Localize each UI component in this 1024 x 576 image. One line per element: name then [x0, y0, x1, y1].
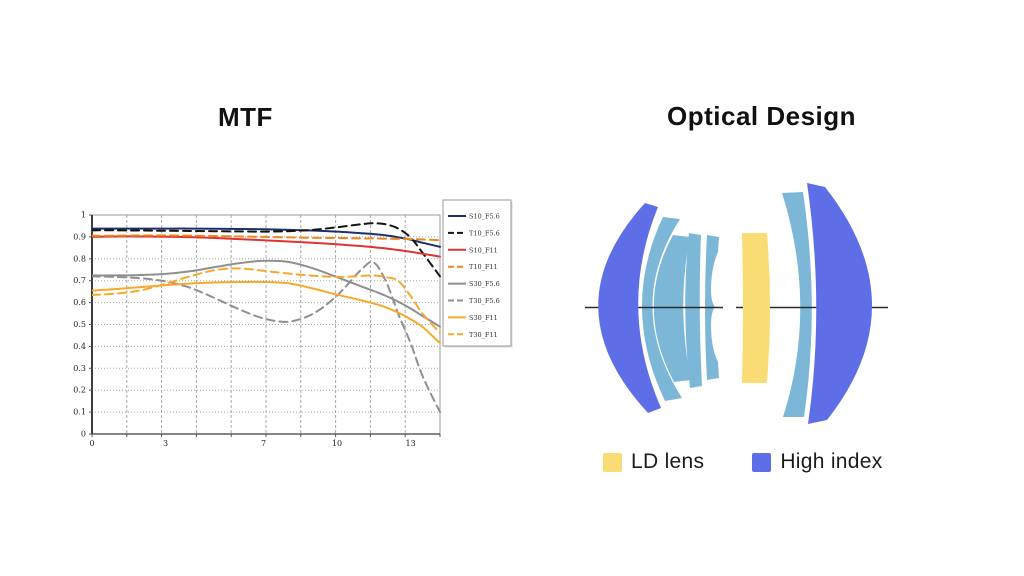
chart-legend-label-T10_F11: T10_F11	[469, 263, 498, 271]
series-lines	[92, 222, 441, 414]
lens-element-8	[807, 183, 873, 424]
x-tick-label: 0	[89, 439, 94, 448]
x-tick-label: 7	[261, 439, 266, 448]
ld-lens-label: LD lens	[631, 450, 705, 473]
series-line-T30_F11	[92, 267, 441, 334]
lens-element-6	[742, 233, 770, 383]
y-tick-label: 0.7	[73, 276, 86, 285]
special-lens-group	[598, 183, 873, 424]
lens-element-3	[653, 235, 691, 382]
y-tick-label: 0.8	[73, 254, 86, 263]
y-tick-label: 0.2	[73, 386, 86, 395]
y-tick-label: 0	[81, 430, 86, 439]
plot-frame	[89, 214, 441, 437]
chart-legend-label-T30_F5.6: T30_F5.6	[469, 297, 500, 305]
y-tick-label: 0.5	[73, 320, 86, 329]
chart-legend-label-T10_F5.6: T10_F5.6	[469, 229, 500, 237]
chart-legend-label-S30_F5.6: S30_F5.6	[469, 280, 500, 288]
mtf-chart: 00.10.20.30.40.50.60.70.80.910 3 7 10 13S10_…	[73, 199, 513, 449]
y-tick-label: 1	[81, 211, 86, 220]
chart-legend-box	[442, 199, 512, 347]
standard-lens-group	[641, 192, 812, 417]
tick-labels: 00.10.20.30.40.50.60.70.80.910 3 7 10 13	[73, 211, 415, 449]
high-index-label: High index	[780, 450, 883, 473]
lens-element-7	[782, 192, 812, 417]
series-line-T30_F5.6	[92, 260, 441, 414]
y-tick-label: 0.9	[73, 232, 86, 241]
lens-element-4	[685, 233, 702, 388]
y-tick-label: 0.3	[73, 364, 86, 373]
lens-element-2	[641, 217, 682, 401]
chart-legend-label-S10_F5.6: S10_F5.6	[469, 213, 500, 221]
y-tick-label: 0.6	[73, 298, 86, 307]
chart-legend: S10_F5.6 T10_F5.6 S10_F11 T10_F11 S30_F5.6 T3…	[442, 199, 513, 348]
x-tick-label: 13	[405, 439, 415, 448]
x-tick-label: 3	[163, 439, 168, 448]
y-tick-label: 0.4	[73, 342, 86, 351]
chart-legend-label-T30_F11: T30_F11	[469, 331, 498, 339]
series-line-T10_F5.6	[92, 222, 441, 278]
chart-legend-label-S10_F11: S10_F11	[469, 246, 498, 254]
ld-lens-swatch	[603, 452, 622, 472]
series-line-S10_F11	[92, 235, 441, 258]
x-tick-label: 10	[332, 439, 342, 448]
series-line-S30_F5.6	[92, 259, 441, 328]
chart-legend-label-S30_F11: S30_F11	[469, 314, 498, 322]
series-line-T10_F11	[92, 234, 441, 242]
legend-item-ld-lens: LD lens	[603, 450, 704, 474]
optical-design-title: Optical Design	[667, 101, 857, 131]
optical-design-legend: LD lens High index	[603, 450, 931, 474]
legend-item-high-index: High index	[752, 450, 882, 474]
optical-design-diagram	[585, 183, 888, 424]
mtf-title: MTF	[218, 102, 273, 132]
y-tick-label: 0.1	[73, 408, 86, 417]
lens-element-1	[598, 203, 661, 413]
high-index-swatch	[752, 452, 772, 472]
